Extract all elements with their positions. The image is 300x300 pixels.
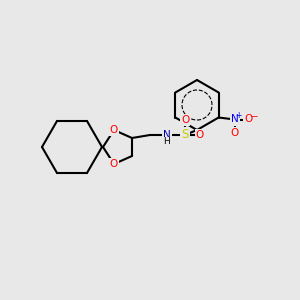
Text: N: N [163,130,171,140]
Text: H: H [164,137,170,146]
Text: N: N [231,115,239,124]
Text: O: O [110,125,118,135]
Text: −: − [250,111,257,120]
Text: O: O [230,128,239,139]
Text: O: O [181,115,189,125]
Text: +: + [236,111,242,120]
Text: O: O [196,130,204,140]
Text: O: O [110,159,118,169]
Text: O: O [244,115,253,124]
Text: S: S [181,128,189,142]
